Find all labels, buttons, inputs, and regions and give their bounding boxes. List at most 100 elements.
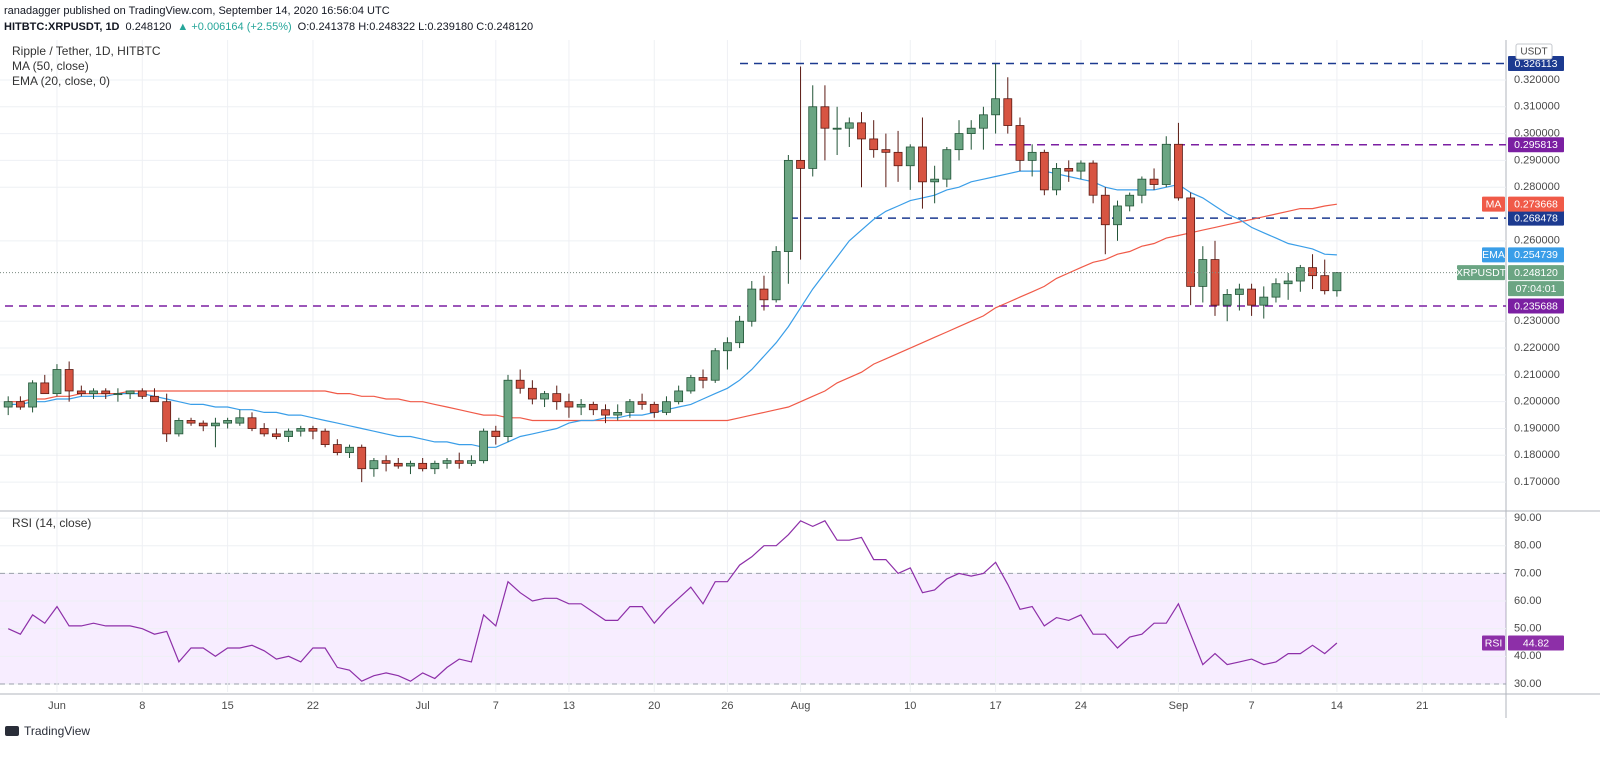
candle-body (271, 433, 281, 437)
candle-body (686, 377, 696, 392)
rsi-tag: RSI (1485, 637, 1503, 649)
series-tag-box (1482, 196, 1505, 212)
candle-body (601, 409, 610, 416)
series-value-box (1508, 247, 1564, 263)
candle-body (564, 401, 574, 408)
quote-line: HITBTC:XRPUSDT, 1D 0.248120 ▲ +0.006164 … (4, 19, 533, 35)
candle-body (454, 460, 464, 464)
candle-body (979, 114, 988, 129)
ohlc: O:0.241378 H:0.248322 L:0.239180 C:0.248… (297, 21, 534, 33)
legend-entry: MA (50, close) (12, 59, 89, 73)
x-tick-label: Jun (48, 700, 66, 712)
candle-body (662, 401, 671, 413)
series-tag: MA (1486, 198, 1502, 210)
rsi-line (7, 520, 1338, 682)
candle-body (393, 462, 403, 467)
candle-body (345, 446, 354, 454)
candle-body (1052, 168, 1061, 191)
y-tick-label: 60.00 (1514, 595, 1542, 607)
y-tick-label: 0.210000 (1514, 369, 1560, 381)
candle-body (235, 417, 245, 424)
candle-body (150, 395, 159, 403)
y-tick-label: 0.290000 (1514, 154, 1560, 166)
y-tick-label: 40.00 (1514, 650, 1542, 662)
candle-body (844, 122, 854, 129)
symbol-tag-box (1457, 265, 1505, 281)
candle-body (796, 159, 805, 169)
series-tag-box (1482, 247, 1505, 263)
candle-body (503, 379, 513, 437)
candle-body (1039, 151, 1049, 191)
x-tick-label: Jul (416, 700, 430, 712)
candle-body (198, 422, 208, 427)
candle-body (430, 462, 440, 470)
candle-body (1113, 205, 1122, 226)
candle-body (808, 106, 818, 169)
candle-body (527, 387, 537, 400)
candle-body (381, 460, 391, 464)
level-label: 0.295813 (1514, 139, 1558, 151)
candle-body (710, 350, 720, 381)
candle-body (1088, 162, 1098, 196)
y-tick-label: 90.00 (1514, 512, 1542, 524)
candle-body (125, 390, 135, 395)
candle-body (783, 159, 793, 252)
level-label-box (1508, 210, 1564, 226)
candle-body (1210, 259, 1220, 306)
candle-body (479, 430, 489, 462)
candle-body (698, 377, 708, 381)
x-tick-label: 17 (989, 700, 1001, 712)
candle-body (296, 428, 306, 432)
candle-body (1125, 194, 1135, 207)
candle-body (930, 178, 940, 183)
candle-body (308, 428, 318, 432)
candle-body (101, 390, 111, 395)
candle-body (588, 403, 598, 411)
last-price: 0.248120 (1514, 267, 1558, 279)
candle-body (1320, 275, 1330, 292)
candle-body (637, 401, 647, 405)
symbol-tag: XRPUSDT (1456, 267, 1507, 279)
candle-body (1259, 296, 1269, 306)
candle-body (357, 446, 367, 470)
candle-body (540, 393, 549, 400)
level-label-box (1508, 137, 1564, 153)
y-tick-label: 0.260000 (1514, 235, 1560, 247)
candle-body (186, 420, 196, 424)
candle-body (771, 251, 781, 301)
candle-body (52, 369, 62, 395)
candle-body (406, 462, 415, 467)
candle-body (1003, 98, 1013, 126)
candle-body (467, 460, 476, 464)
series-value-box (1508, 196, 1564, 212)
change: ▲ +0.006164 (+2.55%) (177, 21, 292, 33)
y-tick-label: 70.00 (1514, 567, 1542, 579)
candle-body (223, 420, 233, 424)
candle-body (28, 382, 37, 408)
candle-body (1234, 288, 1244, 295)
x-tick-label: 15 (221, 700, 233, 712)
candle-body (723, 342, 732, 352)
candle-body (442, 460, 452, 464)
candle-body (918, 146, 927, 183)
candle-body (1332, 272, 1342, 292)
x-tick-label: 10 (904, 700, 916, 712)
candle-body (1015, 125, 1025, 161)
candle-body (15, 401, 25, 408)
candle-body (1100, 194, 1110, 226)
candle-body (418, 462, 428, 470)
candle-body (625, 401, 635, 413)
series-value: 0.254739 (1514, 249, 1558, 261)
x-tick-label: 14 (1331, 700, 1343, 712)
candle-body (162, 401, 172, 435)
candle-body (259, 428, 269, 435)
candle-body (857, 122, 866, 140)
indicator-line (8, 203, 1337, 422)
x-tick-label: Sep (1169, 700, 1189, 712)
candle-body (954, 133, 964, 151)
y-tick-label: 30.00 (1514, 678, 1542, 690)
y-tick-label: 0.320000 (1514, 74, 1560, 86)
candle-body (735, 320, 744, 344)
